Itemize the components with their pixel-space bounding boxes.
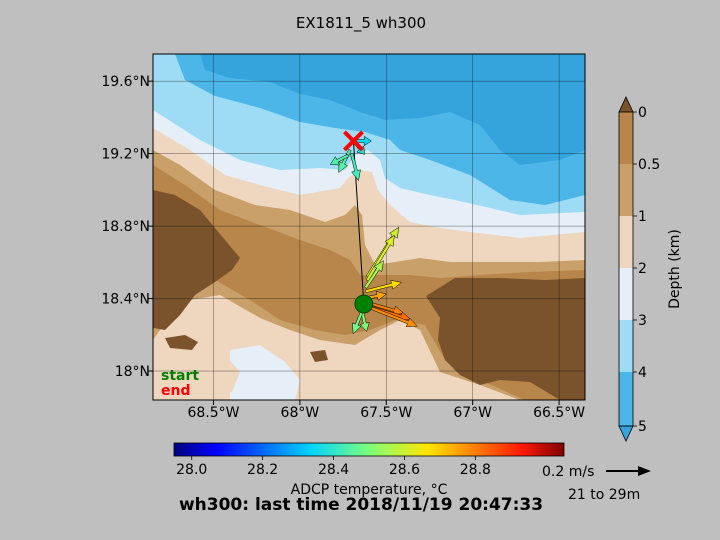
y-tick-label: 18.8°N (101, 219, 150, 235)
chart-subtitle: wh300: last time 2018/11/19 20:47:33 (179, 495, 543, 515)
scale-arrow: 0.2 m/s 21 to 29m (542, 464, 651, 503)
legend-start: start (161, 368, 199, 384)
map-frame (152, 53, 586, 401)
depth-tick-label: 0.5 (638, 157, 660, 173)
velocity-arrow (364, 304, 418, 327)
temp-tick-label: 28.8 (460, 462, 491, 478)
temperature-colorbar-label: ADCP temperature, °C (291, 482, 448, 498)
x-tick-label: 67.5°W (360, 405, 412, 421)
velocity-arrow (364, 260, 384, 289)
temp-tick-label: 28.6 (389, 462, 420, 478)
y-tick-label: 18.4°N (101, 292, 150, 308)
velocity-arrow (329, 153, 350, 166)
y-tick-label: 18°N (115, 364, 150, 380)
scale-depth-label: 21 to 29m (568, 487, 640, 503)
bathymetry-map (153, 54, 585, 400)
depth-colorbar: 0 0.5 1 2 3 4 5 Depth (km) (618, 96, 683, 442)
legend-end: end (161, 383, 190, 399)
depth-tick-label: 4 (638, 365, 647, 381)
depth-tick-label: 2 (638, 261, 647, 277)
chart-title: EX1811_5 wh300 (296, 14, 426, 33)
x-axis: 68.5°W 68°W 67.5°W 67°W 66.5°W (187, 400, 585, 421)
x-tick-label: 67°W (453, 405, 492, 421)
velocity-arrow (350, 152, 361, 182)
velocity-arrow (365, 234, 395, 282)
x-tick-label: 68°W (281, 405, 320, 421)
y-tick-label: 19.6°N (101, 74, 150, 90)
track-markers (343, 130, 374, 314)
scale-arrow-label: 0.2 m/s (542, 464, 594, 480)
depth-colorbar-label: Depth (km) (667, 229, 683, 309)
start-marker (354, 294, 374, 314)
depth-tick-label: 3 (638, 313, 647, 329)
velocity-arrow (364, 279, 403, 294)
depth-tick-label: 1 (638, 209, 647, 225)
depth-tick-label: 5 (638, 419, 647, 435)
end-marker (343, 130, 364, 152)
velocity-arrow (352, 310, 364, 335)
land-mass-east (426, 278, 585, 400)
land-mass-west (153, 190, 240, 330)
temperature-colorbar: 28.0 28.2 28.4 28.6 28.8 ADCP temperature, °… (173, 442, 565, 498)
x-tick-label: 68.5°W (187, 405, 239, 421)
y-tick-label: 19.2°N (101, 147, 150, 163)
x-tick-label: 66.5°W (533, 405, 585, 421)
temp-tick-label: 28.0 (176, 462, 207, 478)
temp-tick-label: 28.4 (318, 462, 349, 478)
temp-tick-label: 28.2 (247, 462, 278, 478)
y-axis: 19.6°N 19.2°N 18.8°N 18.4°N 18°N (101, 74, 153, 380)
map-grid (153, 54, 585, 400)
depth-tick-label: 0 (638, 105, 647, 121)
